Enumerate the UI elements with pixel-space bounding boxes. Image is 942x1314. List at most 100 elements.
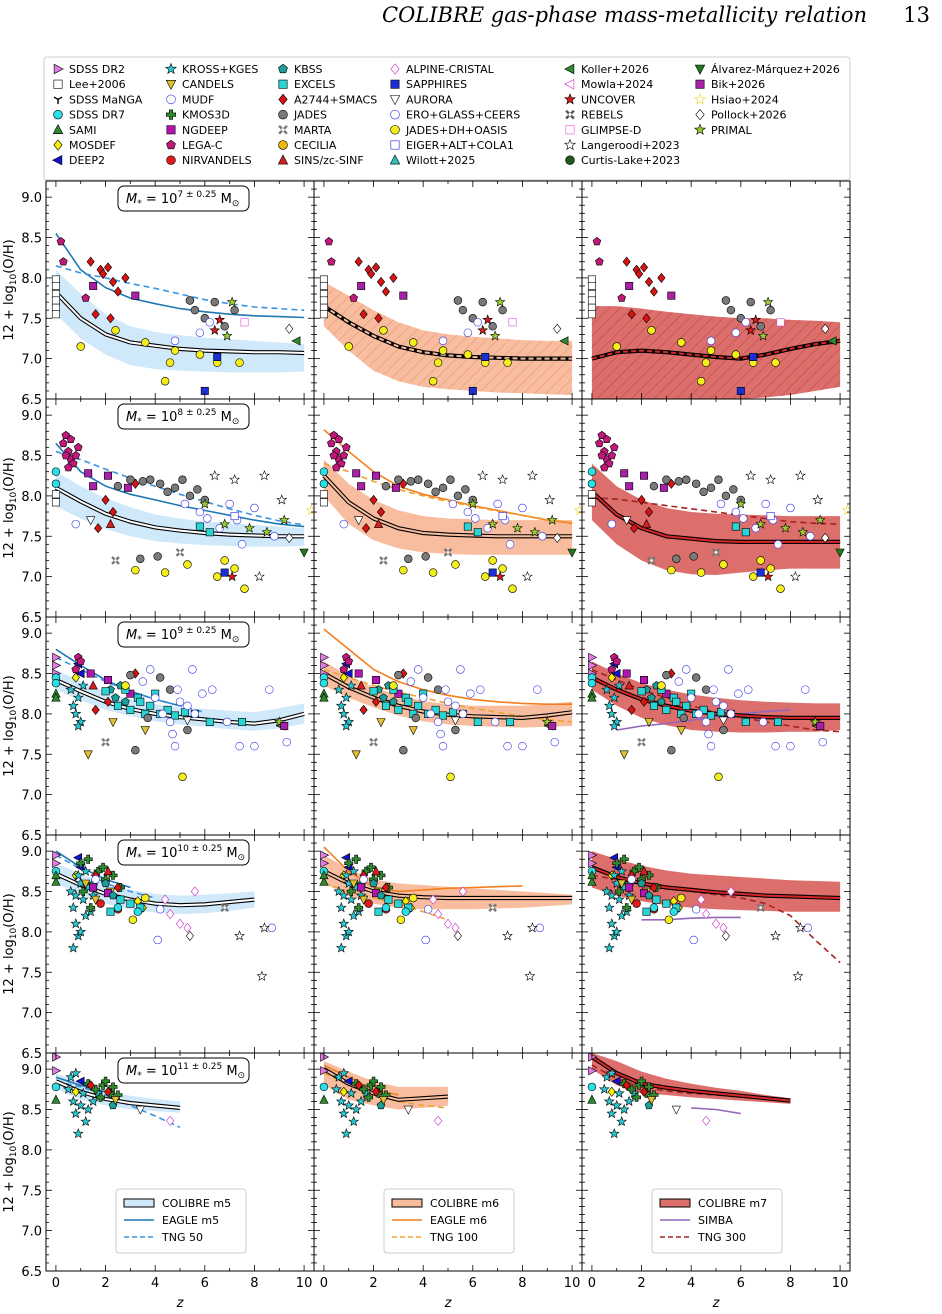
obs-point-51 [359,875,368,884]
obs-point-3 [51,876,61,886]
obs-point-43 [498,564,507,573]
y-tick-label: 8.5 [21,1104,42,1119]
obs-point-25 [649,1090,659,1100]
y-tick-label: 8.0 [21,272,42,287]
colibre-scatter-band [55,471,305,547]
mass-bin-label: M* = 1010 ± 0.25 M⊙ [126,844,245,863]
legend-label-5: MOSDEF [69,139,116,152]
obs-point-9 [72,1128,84,1139]
obs-point-18 [344,656,354,666]
colibre-median-line [55,486,305,538]
obs-point-9 [600,463,609,472]
obs-point-17 [659,483,668,492]
colibre-scatter-band [55,669,305,731]
obs-point-7 [595,257,604,266]
obs-point-38 [214,314,226,325]
y-tick-label: 7.5 [21,966,42,981]
obs-point-48 [372,696,381,707]
obs-point-46 [716,499,726,509]
legend-label-38: Pollock+2026 [711,109,786,122]
obs-point-26 [389,697,398,706]
obs-point-77 [88,680,98,690]
obs-point-62 [278,514,290,525]
obs-point-2 [587,1082,597,1092]
legend-label-20: SINS/zc-SINF [294,154,364,167]
obs-point-21 [379,326,388,335]
panel-r1-c2 [581,398,851,618]
obs-point-45 [408,726,418,736]
colibre-scatter-band [591,661,841,733]
model-legend-col0: COLIBRE m5 EAGLE m5 TNG 50 [115,1188,247,1254]
plot-area [51,850,277,981]
obs-point-13 [338,708,350,719]
colibre-median-line [591,676,841,719]
obs-point-81 [450,716,461,726]
obs-point-70 [842,504,850,515]
obs-point-24 [649,481,659,491]
obs-point-10 [75,1099,87,1111]
obs-point-27 [86,1080,95,1091]
obs-point-60 [756,903,765,912]
legend-label-33: Langeroodi+2023 [581,139,680,152]
obs-point-32 [746,297,755,307]
obs-point-45 [140,726,150,736]
obs-point-22 [94,523,103,534]
obs-point-48 [203,514,212,523]
obs-point-29 [453,296,463,305]
obs-point-25 [731,350,741,359]
obs-point-44 [776,584,785,593]
obs-point-70 [574,504,582,515]
obs-point-42 [213,572,222,581]
page-number: 13 [903,3,930,27]
y-tick-label: 6.5 [21,393,42,408]
obs-point-22 [364,1093,374,1102]
obs-point-32 [453,491,463,501]
obs-point-44 [108,718,118,728]
obs-point-42 [376,891,386,900]
obs-point-11 [341,442,351,452]
obs-point-37 [706,336,716,346]
obs-point-42 [774,717,783,726]
x-tick-label: 8 [786,1276,794,1291]
obs-point-67 [790,570,801,582]
legend-label-14: KBSS [294,63,323,76]
obs-point-65 [476,685,485,694]
obs-point-80 [816,722,825,730]
obs-point-26 [83,854,93,864]
obs-point-61 [770,930,781,941]
obs-point-40 [428,568,438,577]
obs-point-67 [649,903,659,912]
y-tick-label: 6.5 [21,829,42,844]
obs-point-34 [354,903,364,913]
panel-r3-c1 [313,834,583,1054]
obs-point-64 [734,689,743,698]
obs-point-3 [587,296,596,305]
obs-point-28 [160,377,170,386]
obs-point-50 [639,866,649,876]
obs-point-33 [461,485,470,494]
obs-point-30 [702,1115,711,1126]
obs-point-56 [183,922,192,933]
plot-area [319,628,573,782]
obs-point-2 [319,1082,329,1092]
obs-point-15 [357,482,366,491]
obs-point-54 [667,746,676,755]
obs-point-18 [76,656,86,666]
obs-point-4 [587,678,597,688]
obs-point-64 [765,474,776,485]
obs-point-20 [612,342,621,351]
obs-point-37 [81,879,91,889]
sim-solid-line [323,628,573,706]
obs-point-81 [718,716,729,726]
obs-point-37 [379,556,388,565]
obs-point-14 [355,1095,367,1107]
obs-point-73 [146,665,155,674]
obs-point-33 [78,887,88,897]
obs-point-1 [587,281,596,290]
obs-point-41 [719,560,728,569]
obs-point-36 [439,711,448,720]
obs-point-10 [343,1099,355,1111]
obs-point-1 [51,281,60,290]
obs-point-65 [744,685,753,694]
obs-point-8 [606,1107,618,1119]
